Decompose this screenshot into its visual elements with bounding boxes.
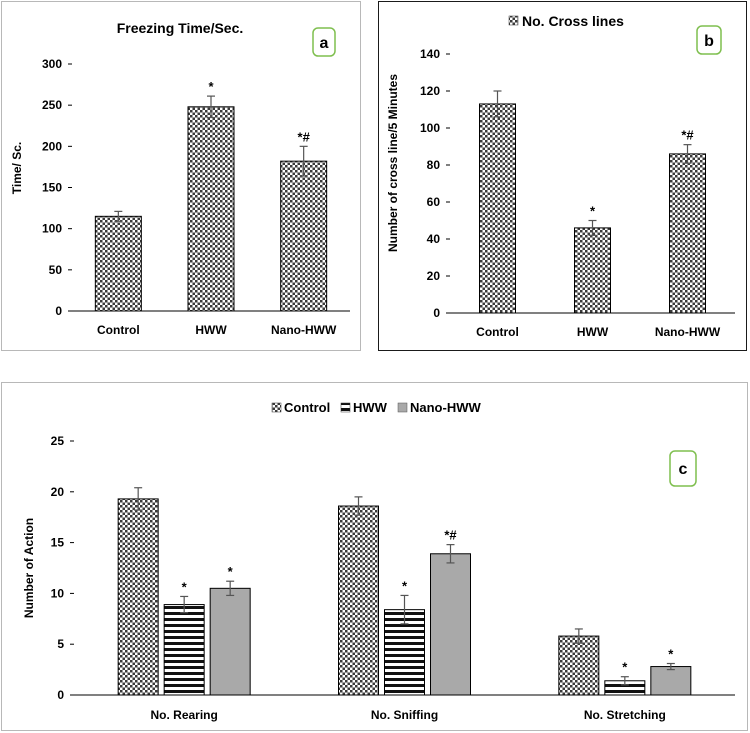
panel-b-ylabel: Number of cross line/5 Minutes: [386, 74, 400, 252]
significance-no-stretching-nano-hww: *: [668, 647, 674, 662]
panel-a-ylabel: Time/ Sc.: [10, 142, 24, 194]
x-category-label-no-rearing: No. Rearing: [150, 708, 217, 722]
significance-no-sniffing-hww: *: [402, 578, 408, 593]
y-tick-label: 40: [427, 232, 441, 246]
legend-swatch-nano-hww: [397, 402, 408, 413]
bar-no-stretching-nano-hww: [650, 666, 692, 696]
significance-no-rearing-hww: *: [182, 579, 188, 594]
panel-a-title: Freezing Time/Sec.: [117, 20, 244, 36]
y-tick-label: 0: [57, 688, 64, 702]
y-tick-label: 10: [51, 586, 65, 600]
legend-label-hww: HWW: [353, 400, 388, 415]
y-tick-label: 120: [420, 84, 440, 98]
panel-b-plot: 0 20 40 60 80 100 120 140 Control HWW * Nano-HWW *#: [420, 47, 735, 339]
bar-hww: [187, 106, 235, 312]
y-tick-label: 5: [57, 637, 64, 651]
x-category-label-hww: HWW: [577, 325, 609, 339]
panel-b: No. Cross lines b Number of cross line/5…: [386, 13, 735, 339]
bar-no-rearing-hww: [163, 604, 205, 696]
x-category-label-no-stretching: No. Stretching: [584, 708, 666, 722]
bar-no-stretching-control: [558, 635, 600, 696]
panel-b-legend-label: No. Cross lines: [522, 13, 624, 29]
y-tick-label: 140: [420, 47, 440, 61]
y-tick-label: 300: [42, 57, 62, 71]
y-tick-label: 20: [427, 269, 441, 283]
legend-swatch-hww: [340, 402, 351, 413]
panel-c-badge-label: c: [679, 461, 688, 478]
x-category-label-nano-hww: Nano-HWW: [655, 325, 721, 339]
x-category-label-no-sniffing: No. Sniffing: [371, 708, 438, 722]
bar-no-rearing-control: [117, 498, 159, 696]
panel-a-badge: [312, 27, 336, 57]
y-tick-label: 250: [42, 98, 62, 112]
y-tick-label: 150: [42, 181, 62, 195]
y-tick-label: 100: [42, 222, 62, 236]
x-category-label-control: Control: [97, 323, 140, 337]
panel-b-frame: [378, 1, 747, 351]
panel-a-frame: [1, 1, 361, 351]
significance-no-sniffing-nano-hww: *#: [444, 528, 457, 543]
y-tick-label: 25: [51, 434, 65, 448]
panel-c-ylabel: Number of Action: [22, 518, 36, 618]
significance-no-rearing-nano-hww: *: [228, 564, 234, 579]
panel-a: Freezing Time/Sec. a Time/ Sc. 0 50 100 150…: [10, 20, 350, 337]
panel-c-legend: Control HWW Nano-HWW: [271, 400, 481, 415]
y-tick-label: 50: [49, 263, 63, 277]
x-category-label-hww: HWW: [195, 323, 227, 337]
bar-hww: [574, 227, 611, 314]
panel-c-plot: 0 5 10 15 20 25 No. Rearing * * No. Sniffing * *# No…: [51, 434, 735, 722]
panel-b-badge-label: b: [704, 33, 714, 50]
panel-a-badge-label: a: [320, 35, 329, 52]
x-category-label-nano-hww: Nano-HWW: [271, 323, 337, 337]
x-category-label-control: Control: [476, 325, 519, 339]
y-tick-label: 20: [51, 485, 65, 499]
bar-control: [479, 103, 516, 314]
significance-no-stretching-hww: *: [622, 660, 628, 675]
legend-label-control: Control: [284, 400, 330, 415]
significance-nano-hww: *#: [298, 129, 311, 144]
significance-nano-hww: *#: [681, 128, 694, 143]
y-tick-label: 60: [427, 195, 441, 209]
bar-nano-hww: [280, 160, 328, 312]
bar-no-sniffing-nano-hww: [430, 553, 471, 696]
y-tick-label: 200: [42, 139, 62, 153]
legend-label-nano-hww: Nano-HWW: [410, 400, 481, 415]
y-tick-label: 0: [433, 306, 440, 320]
y-tick-label: 80: [427, 158, 441, 172]
panel-c: Control HWW Nano-HWW c Number of Action …: [22, 400, 735, 722]
y-tick-label: 100: [420, 121, 440, 135]
panel-c-frame: [1, 382, 748, 731]
panel-a-plot: 0 50 100 150 200 250 300 Control HWW * Nano-HWW *#: [42, 57, 350, 337]
significance-hww: *: [208, 79, 214, 94]
panel-c-badge: [669, 450, 697, 487]
panel-b-badge: [696, 25, 722, 55]
y-tick-label: 0: [55, 304, 62, 318]
bar-control: [94, 215, 142, 312]
legend-swatch-control: [271, 402, 282, 413]
y-tick-label: 15: [51, 536, 65, 550]
bar-no-sniffing-control: [338, 505, 379, 696]
bar-no-rearing-nano-hww: [209, 587, 251, 696]
panel-b-legend-swatch: [508, 15, 519, 26]
bar-nano-hww: [669, 153, 706, 314]
significance-hww: *: [590, 204, 596, 219]
